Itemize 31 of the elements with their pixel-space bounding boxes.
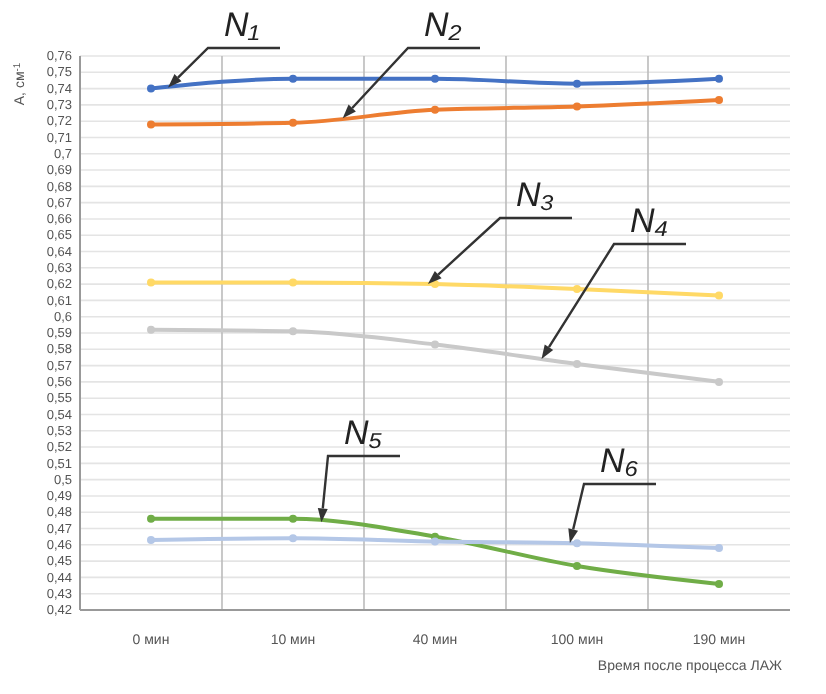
- point: [431, 105, 439, 114]
- point: [289, 514, 297, 523]
- point: [573, 102, 581, 111]
- point: [147, 84, 155, 93]
- point: [573, 539, 581, 548]
- point: [573, 562, 581, 571]
- text: N₃: [516, 176, 555, 214]
- point: [289, 118, 297, 127]
- point: [715, 377, 723, 386]
- point: [147, 535, 155, 544]
- point: [289, 74, 297, 83]
- series-label: N₁: [224, 6, 260, 44]
- text: N₅: [344, 414, 383, 452]
- point: [431, 537, 439, 546]
- point: [715, 579, 723, 588]
- point: [715, 291, 723, 300]
- point: [715, 95, 723, 104]
- text: N₄: [630, 202, 669, 240]
- point: [147, 278, 155, 287]
- series-label: N₆: [600, 442, 639, 480]
- point: [147, 325, 155, 334]
- point: [573, 79, 581, 88]
- point: [147, 120, 155, 129]
- point: [573, 359, 581, 368]
- series-label: N₂: [424, 6, 463, 44]
- point: [715, 544, 723, 553]
- point: [147, 514, 155, 523]
- point: [715, 74, 723, 83]
- point: [573, 285, 581, 294]
- point: [431, 74, 439, 83]
- point: [289, 278, 297, 287]
